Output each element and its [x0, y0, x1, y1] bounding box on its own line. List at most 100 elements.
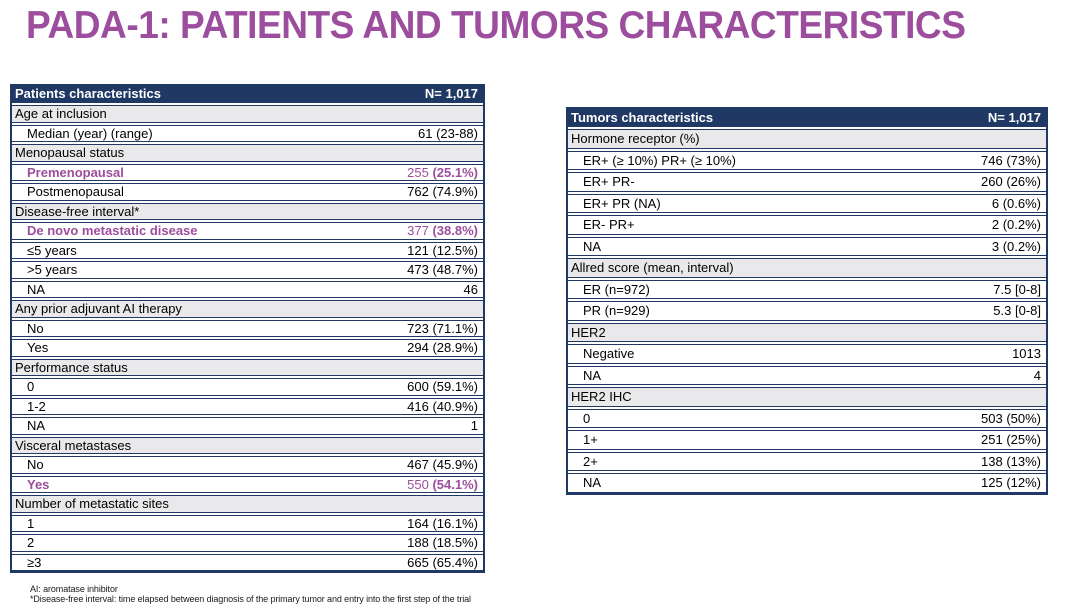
table-row: No 723 (71.1%) — [12, 319, 483, 337]
row-value: 46 — [463, 281, 478, 297]
table-row: NA 4 — [568, 365, 1046, 385]
row-value: 1013 — [1012, 346, 1041, 361]
row-value: 260 (26%) — [981, 174, 1041, 189]
table-row: 1 164 (16.1%) — [12, 514, 483, 532]
row-value: 3 (0.2%) — [991, 238, 1041, 254]
row-label: Postmenopausal — [27, 184, 124, 199]
patients-table-n-count: N= 1,017 — [424, 86, 478, 101]
row-label: 0 — [27, 379, 35, 394]
table-row: ER+ (≥ 10%) PR+ (≥ 10%) 746 (73%) — [568, 150, 1046, 170]
row-value: 503 (50%) — [981, 410, 1041, 426]
row-value: 473 (48.7%) — [407, 262, 478, 277]
row-value: 4 — [1033, 367, 1041, 383]
row-value: 138 (13%) — [981, 453, 1041, 469]
table-row: ER+ PR- 260 (26%) — [568, 172, 1046, 192]
row-label: NA — [583, 475, 602, 490]
row-label: ER+ PR (NA) — [583, 195, 661, 211]
row-value: 125 (12%) — [981, 475, 1041, 490]
row-value: 377 (38.8%) — [407, 223, 478, 238]
tumors-characteristics-table: Tumors characteristics N= 1,017 Hormone … — [566, 107, 1048, 495]
row-label: ER+ (≥ 10%) PR+ (≥ 10%) — [583, 152, 736, 168]
row-value: 5.3 [0-8] — [993, 303, 1041, 318]
row-value: 255 (25.1%) — [407, 164, 478, 180]
row-label: Menopausal status — [15, 145, 125, 160]
patients-table-header: Patients characteristics N= 1,017 — [12, 86, 483, 103]
row-label: Median (year) (range) — [27, 125, 153, 141]
table-row: 1+ 251 (25%) — [568, 430, 1046, 450]
section-row: Visceral metastases — [12, 436, 483, 454]
row-label: >5 years — [27, 262, 78, 277]
table-row: Yes 294 (28.9%) — [12, 339, 483, 357]
patients-characteristics-table: Patients characteristics N= 1,017 Age at… — [10, 84, 485, 573]
section-row: Disease-free interval* — [12, 202, 483, 220]
footnote-disease-free-interval: *Disease-free interval: time elapsed bet… — [30, 594, 471, 604]
row-label: ER- PR+ — [583, 217, 635, 232]
row-label: No — [27, 320, 44, 336]
row-label: 2+ — [583, 453, 598, 469]
row-value: 2 (0.2%) — [991, 217, 1041, 232]
section-row: Any prior adjuvant AI therapy — [12, 300, 483, 318]
section-row: HER2 IHC — [568, 387, 1046, 407]
table-row: ER+ PR (NA) 6 (0.6%) — [568, 193, 1046, 213]
row-value: 416 (40.9%) — [407, 398, 478, 414]
row-label: Number of metastatic sites — [15, 496, 169, 511]
row-label: 1+ — [583, 432, 598, 447]
section-row: Number of metastatic sites — [12, 495, 483, 513]
row-value: 164 (16.1%) — [407, 515, 478, 531]
table-row: >5 years 473 (48.7%) — [12, 261, 483, 279]
tumors-table-n-count: N= 1,017 — [987, 110, 1041, 125]
table-row: Postmenopausal 762 (74.9%) — [12, 183, 483, 201]
row-label: NA — [583, 238, 602, 254]
table-row: De novo metastatic disease 377 (38.8%) — [12, 222, 483, 240]
row-label: 1-2 — [27, 398, 46, 414]
row-value: 188 (18.5%) — [407, 535, 478, 550]
table-row: ≤5 years 121 (12.5%) — [12, 241, 483, 259]
row-label: De novo metastatic disease — [27, 223, 198, 238]
table-row: NA 125 (12%) — [568, 473, 1046, 493]
row-value: 1 — [470, 418, 478, 433]
row-value: 550 (54.1%) — [407, 476, 478, 492]
row-value: 251 (25%) — [981, 432, 1041, 447]
row-label: ≤5 years — [27, 242, 77, 258]
row-value: 6 (0.6%) — [991, 195, 1041, 211]
page-title: PADA-1: PATIENTS AND TUMORS CHARACTERIST… — [26, 4, 966, 47]
row-label: Yes — [27, 340, 49, 355]
table-row: 2 188 (18.5%) — [12, 534, 483, 552]
table-row: No 467 (45.9%) — [12, 456, 483, 474]
row-label: Performance status — [15, 359, 128, 375]
row-label: Hormone receptor (%) — [571, 131, 700, 146]
row-value: 7.5 [0-8] — [993, 281, 1041, 297]
table-row: Yes 550 (54.1%) — [12, 475, 483, 493]
table-row: NA 3 (0.2%) — [568, 236, 1046, 256]
patients-table-title: Patients characteristics — [15, 86, 161, 101]
row-value: 600 (59.1%) — [407, 379, 478, 394]
row-label: Any prior adjuvant AI therapy — [15, 301, 182, 316]
table-row: 1-2 416 (40.9%) — [12, 397, 483, 415]
table-row: PR (n=929) 5.3 [0-8] — [568, 301, 1046, 321]
row-label: NA — [27, 418, 46, 433]
row-label: PR (n=929) — [583, 303, 650, 318]
row-value: 723 (71.1%) — [407, 320, 478, 336]
row-label: HER2 — [571, 324, 606, 340]
table-row: ≥3 665 (65.4%) — [12, 553, 483, 571]
row-label: Visceral metastases — [15, 437, 132, 453]
row-label: ER (n=972) — [583, 281, 650, 297]
footnote-ai: AI: aromatase inhibitor — [30, 584, 118, 594]
patients-table-body: Age at inclusion Median (year) (range) 61 … — [12, 105, 483, 571]
row-label: Yes — [27, 476, 50, 492]
row-label: 0 — [583, 410, 591, 426]
table-row: 0 503 (50%) — [568, 408, 1046, 428]
tumors-table-title: Tumors characteristics — [571, 110, 714, 125]
row-label: ≥3 — [27, 554, 42, 570]
tumors-table-body: Hormone receptor (%) ER+ (≥ 10%) PR+ (≥ 1… — [568, 129, 1046, 493]
section-row: Hormone receptor (%) — [568, 129, 1046, 149]
row-label: 2 — [27, 535, 35, 550]
row-label: Allred score (mean, interval) — [571, 260, 734, 275]
row-label: 1 — [27, 515, 35, 531]
row-label: HER2 IHC — [571, 389, 632, 404]
row-label: Disease-free interval* — [15, 203, 140, 219]
row-value: 746 (73%) — [981, 152, 1041, 168]
row-label: Premenopausal — [27, 164, 124, 180]
footnotes: AI: aromatase inhibitor *Disease-free in… — [30, 584, 471, 604]
tumors-table-header: Tumors characteristics N= 1,017 — [568, 109, 1046, 127]
